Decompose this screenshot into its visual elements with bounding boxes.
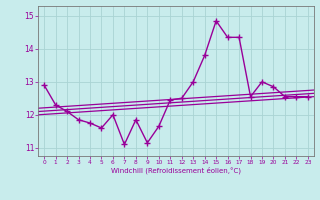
X-axis label: Windchill (Refroidissement éolien,°C): Windchill (Refroidissement éolien,°C) xyxy=(111,167,241,174)
